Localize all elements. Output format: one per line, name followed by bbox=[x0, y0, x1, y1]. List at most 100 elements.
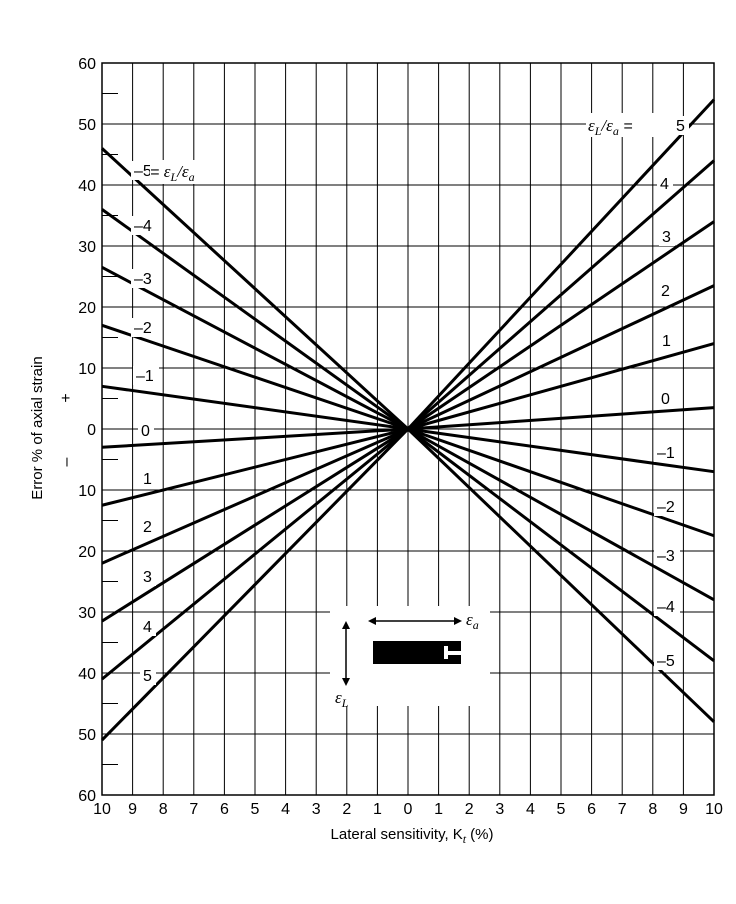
series-label: –5 bbox=[134, 163, 152, 180]
series-label: 4 bbox=[143, 619, 152, 636]
y-tick-label: 40 bbox=[78, 666, 96, 683]
series-label-background bbox=[659, 331, 675, 350]
x-axis-title-subscript: t bbox=[463, 832, 467, 846]
series-label: –1 bbox=[657, 445, 675, 462]
x-tick-label: 7 bbox=[189, 801, 198, 818]
series-label-background bbox=[654, 443, 680, 462]
series-labels: 5 4 3 2 1 0 –1 –2 –3 –4 –5 –5 –4 –3 –2 –1 0 1 2 3 4 5 bbox=[131, 116, 689, 685]
x-tick-label: 10 bbox=[93, 801, 111, 818]
series-line bbox=[101, 427, 409, 681]
lateral-strain-symbol: εL bbox=[335, 688, 349, 710]
y-tick-label: 50 bbox=[78, 727, 96, 744]
series-line bbox=[101, 323, 409, 431]
x-axis-title: Lateral sensitivity, Kt (%) bbox=[331, 826, 494, 846]
series-label-background bbox=[673, 116, 689, 135]
lateral-arrow-head-bottom bbox=[342, 678, 350, 686]
series-key-left-text: = εL/εa bbox=[150, 162, 195, 184]
axial-strain-symbol: εa bbox=[466, 610, 479, 632]
x-tick-label: 8 bbox=[648, 801, 657, 818]
series-line bbox=[101, 266, 409, 431]
y-tick-label: 40 bbox=[78, 178, 96, 195]
y-tick-label: 10 bbox=[78, 361, 96, 378]
chart-frame bbox=[101, 62, 715, 796]
series-label-background bbox=[131, 318, 157, 337]
series-line bbox=[407, 159, 715, 431]
y-sign-plus: + bbox=[58, 393, 75, 402]
series-line bbox=[101, 384, 409, 431]
series-key-left-background bbox=[150, 160, 222, 184]
series-line bbox=[100, 147, 410, 431]
series-label: 5 bbox=[676, 118, 685, 135]
series-label: 2 bbox=[143, 519, 152, 536]
x-tick-label: 1 bbox=[434, 801, 443, 818]
series-label-background bbox=[140, 666, 156, 685]
x-tick-label: 9 bbox=[679, 801, 688, 818]
y-tick-label: 30 bbox=[78, 239, 96, 256]
y-tick-label: 0 bbox=[87, 422, 96, 439]
series-line bbox=[101, 427, 409, 507]
x-tick-label: 4 bbox=[281, 801, 290, 818]
series-label-background bbox=[131, 216, 157, 235]
series-label: –2 bbox=[134, 320, 152, 337]
series-label: 0 bbox=[141, 423, 150, 440]
series-label-background bbox=[131, 269, 157, 288]
strain-gauge-grid bbox=[373, 641, 461, 664]
axial-arrow-head-right bbox=[454, 617, 462, 625]
x-tick-label: 8 bbox=[159, 801, 168, 818]
y-tick-label: 20 bbox=[78, 544, 96, 561]
series-label: 4 bbox=[660, 176, 669, 193]
series-line bbox=[407, 427, 715, 538]
series-label: 2 bbox=[661, 283, 670, 300]
series-label-background bbox=[133, 366, 159, 385]
x-tick-label: 0 bbox=[404, 801, 413, 818]
y-tick-label: 60 bbox=[78, 788, 96, 805]
series-label: –5 bbox=[657, 653, 675, 670]
series-label: 1 bbox=[662, 333, 671, 350]
series-line bbox=[101, 427, 409, 623]
series-line bbox=[407, 427, 715, 602]
y-sign-minus: – bbox=[58, 457, 75, 466]
series-label: –4 bbox=[657, 599, 675, 616]
series-label: 1 bbox=[143, 471, 152, 488]
series-line bbox=[101, 427, 409, 565]
y-tick-label: 20 bbox=[78, 300, 96, 317]
y-tick-label: 10 bbox=[78, 483, 96, 500]
series-label-background bbox=[140, 517, 156, 536]
y-tick-label: 30 bbox=[78, 605, 96, 622]
gauge-tab-horizontal bbox=[447, 651, 461, 655]
x-tick-label: 3 bbox=[495, 801, 504, 818]
series-label-background bbox=[657, 174, 673, 193]
x-tick-label: 3 bbox=[312, 801, 321, 818]
axial-arrow-head-left bbox=[368, 617, 376, 625]
series-line bbox=[100, 427, 410, 742]
y-tick-label: 50 bbox=[78, 117, 96, 134]
series-line bbox=[407, 220, 715, 431]
series-label-background bbox=[654, 497, 680, 516]
series-key-right-background bbox=[586, 113, 674, 137]
x-tick-label: 4 bbox=[526, 801, 535, 818]
series-key-right-text: εL/εa = bbox=[588, 116, 633, 138]
series-line bbox=[407, 427, 715, 474]
series-label-background bbox=[138, 421, 154, 440]
plot-frame bbox=[101, 62, 715, 796]
y-tick-label: 60 bbox=[78, 56, 96, 73]
x-tick-label: 5 bbox=[251, 801, 260, 818]
series-line bbox=[407, 427, 715, 662]
x-tick-label: 6 bbox=[220, 801, 229, 818]
series-line bbox=[406, 427, 716, 723]
series-line bbox=[406, 98, 716, 431]
series-line bbox=[101, 427, 409, 449]
series-line bbox=[407, 284, 715, 431]
series-line bbox=[101, 208, 409, 431]
series-label-background bbox=[654, 546, 680, 565]
series-label-background bbox=[659, 227, 675, 246]
series-label-background bbox=[654, 651, 680, 670]
chart-series bbox=[100, 98, 716, 742]
series-label: –3 bbox=[657, 548, 675, 565]
x-tick-label: 10 bbox=[705, 801, 723, 818]
series-line bbox=[407, 406, 715, 431]
x-tick-label: 9 bbox=[128, 801, 137, 818]
x-tick-label: 2 bbox=[465, 801, 474, 818]
series-label-background bbox=[658, 281, 674, 300]
